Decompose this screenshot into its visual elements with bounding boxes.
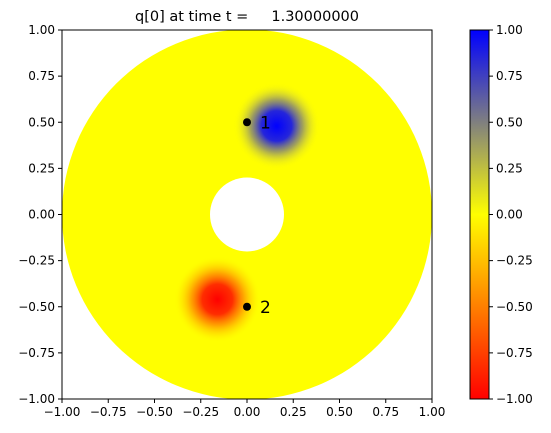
y-tick-label: −1.00: [18, 392, 55, 406]
y-tick-label: −0.50: [18, 300, 55, 314]
y-tick-label: 1.00: [28, 23, 55, 37]
gauge-markers: 12: [243, 113, 271, 318]
x-tick-label: −0.50: [136, 405, 173, 419]
positive-field-blob: [233, 82, 320, 170]
x-axis: −1.00 −0.75 −0.50 −0.25 0.00 0.25 0.50 0.75 1.00: [44, 399, 446, 419]
gauge-1-label: 1: [260, 113, 271, 133]
colorbar-tick-label: 0.50: [496, 115, 523, 129]
colorbar-tick-label: 0.75: [496, 69, 523, 83]
x-tick-label: 1.00: [419, 405, 446, 419]
x-tick-label: 0.25: [280, 405, 307, 419]
colorbar-tick-label: −0.75: [496, 346, 533, 360]
colorbar-ticks: 1.00 0.75 0.50 0.25 0.00 −0.25 −0.50 −0.75 −1.00: [489, 23, 533, 406]
colorbar-tick-label: −0.25: [496, 254, 533, 268]
x-tick-label: −0.75: [90, 405, 127, 419]
y-tick-label: 0.75: [28, 69, 55, 83]
plot-area: [62, 30, 432, 399]
x-tick-label: −1.00: [44, 405, 81, 419]
x-tick-label: −0.25: [182, 405, 219, 419]
y-tick-label: −0.75: [18, 346, 55, 360]
x-tick-label: 0.50: [326, 405, 353, 419]
gauge-2-marker: [243, 302, 251, 311]
gauge-2-label: 2: [260, 298, 271, 318]
x-tick-label: 0.75: [372, 405, 399, 419]
colorbar: 1.00 0.75 0.50 0.25 0.00 −0.25 −0.50 −0.75 −1.00: [469, 23, 533, 406]
gauge-1-marker: [243, 118, 251, 127]
x-tick-label: 0.00: [234, 405, 261, 419]
negative-field-blob: [174, 256, 261, 343]
y-tick-label: 0.50: [28, 115, 55, 129]
annulus-inner-hole: [210, 177, 284, 252]
y-tick-label: 0.25: [28, 161, 55, 175]
colorbar-tick-label: 0.00: [496, 208, 523, 222]
chart-title: q[0] at time t = 1.30000000: [135, 9, 359, 25]
y-tick-label: 0.00: [28, 208, 55, 222]
colorbar-tick-label: −1.00: [496, 392, 533, 406]
colorbar-scale: [469, 29, 490, 400]
y-tick-label: −0.25: [18, 254, 55, 268]
y-axis: 1.00 0.75 0.50 0.25 0.00 −0.25 −0.50 −0.75 −1.00: [18, 23, 62, 406]
colorbar-tick-label: 0.25: [496, 161, 523, 175]
colorbar-tick-label: −0.50: [496, 300, 533, 314]
colorbar-tick-label: 1.00: [496, 23, 523, 37]
